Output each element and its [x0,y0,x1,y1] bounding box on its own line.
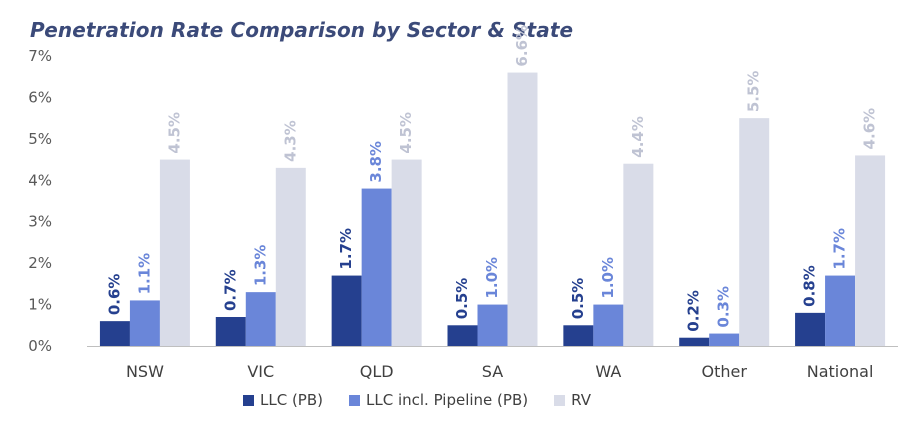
data-label-llc-pipeline: 1.1% [135,253,153,295]
bar-llc-pipeline[interactable] [477,304,508,346]
x-axis: NSW VIC QLD SA WA Other National [126,362,873,381]
data-label-llc-pb: 0.7% [221,269,239,311]
y-tick-label: 5% [28,130,52,148]
chart-title: Penetration Rate Comparison by Sector & … [30,18,574,42]
bar-llc-pb[interactable] [99,321,130,346]
bar-rv[interactable] [855,155,886,346]
bar-rv[interactable] [507,72,538,347]
legend-label: LLC (PB) [260,391,323,409]
bar-llc-pipeline[interactable] [709,333,740,346]
data-label-llc-pb: 0.2% [685,290,703,332]
y-tick-label: 4% [28,171,52,189]
data-label-llc-pipeline: 1.3% [251,245,269,287]
bar-rv[interactable] [623,163,654,346]
y-tick-label: 3% [28,213,52,231]
bar-rv[interactable] [391,159,422,346]
legend-item-llc-pb[interactable]: LLC (PB) [243,391,323,409]
data-label-llc-pb: 0.6% [105,274,123,316]
x-tick-label: QLD [360,362,394,381]
bar-llc-pipeline[interactable] [245,292,276,346]
y-tick-label: 2% [28,254,52,272]
legend-swatch-llc-pb [243,394,254,406]
x-tick-label: Other [701,362,747,381]
data-label-llc-pipeline: 0.3% [715,286,733,328]
data-label-rv: 6.6% [513,25,531,67]
bar-llc-pb[interactable] [215,317,246,346]
bar-llc-pb[interactable] [795,312,826,346]
y-tick-label: 6% [28,88,52,106]
bar-llc-pb[interactable] [447,325,478,346]
data-label-llc-pipeline: 3.8% [367,141,385,183]
data-label-llc-pb: 0.8% [801,265,819,307]
x-tick-label: VIC [247,362,274,381]
bar-llc-pb[interactable] [679,337,710,346]
y-tick-label: 7% [28,47,52,65]
x-tick-label: WA [595,362,621,381]
y-tick-label: 0% [28,337,52,355]
bar-llc-pb[interactable] [331,275,362,346]
bar-rv[interactable] [275,167,306,346]
legend-label: LLC incl. Pipeline (PB) [366,391,529,409]
data-label-llc-pipeline: 1.0% [599,257,617,299]
data-label-rv: 4.5% [165,112,183,154]
data-label-rv: 4.3% [281,120,299,162]
y-axis: 0% 1% 2% 3% 4% 5% 6% 7% [28,47,52,355]
legend-swatch-llc-pipeline [349,394,360,406]
legend-swatch-rv [554,394,566,406]
data-labels: 0.6% 1.1% 4.5% 0.7% 1.3% 4.3% 1.7% 3.8% 4.5% 0.5%… [105,25,878,332]
data-label-llc-pipeline: 1.0% [483,257,501,299]
bar-llc-pipeline[interactable] [825,275,856,346]
x-tick-label: NSW [126,362,164,381]
data-label-llc-pb: 0.5% [569,278,587,320]
legend-item-llc-pipeline[interactable]: LLC incl. Pipeline (PB) [349,391,528,409]
chart-legend: LLC (PB) LLC incl. Pipeline (PB) RV [243,391,591,409]
bar-llc-pb[interactable] [563,325,594,346]
data-label-rv: 4.6% [861,108,879,150]
bar-llc-pipeline[interactable] [129,300,160,346]
data-label-rv: 4.4% [629,116,647,158]
data-label-llc-pb: 1.7% [337,228,355,270]
bar-llc-pipeline[interactable] [593,304,624,346]
data-label-llc-pipeline: 1.7% [831,228,849,270]
data-label-llc-pb: 0.5% [453,278,471,320]
legend-item-rv[interactable]: RV [554,391,591,409]
bar-rv[interactable] [159,159,190,346]
bars [99,72,886,347]
data-label-rv: 5.5% [745,71,763,113]
data-label-rv: 4.5% [397,112,415,154]
bar-llc-pipeline[interactable] [361,188,392,346]
y-tick-label: 1% [28,296,52,314]
legend-label: RV [571,391,591,409]
x-tick-label: SA [482,362,503,381]
x-tick-label: National [807,362,874,381]
bar-rv[interactable] [739,118,770,347]
